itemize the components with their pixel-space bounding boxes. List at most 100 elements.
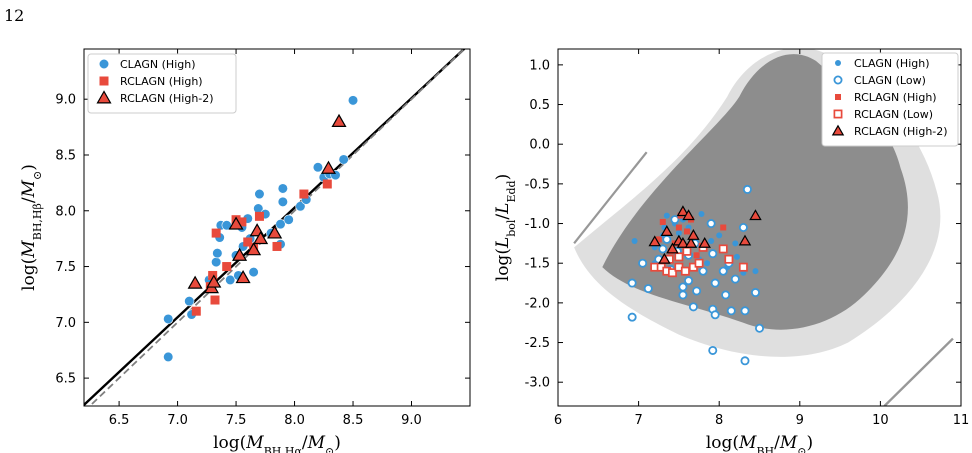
left-point <box>235 269 251 284</box>
right-y-tick-label: 0.5 <box>529 98 550 113</box>
right-point <box>668 268 677 278</box>
left-point <box>191 306 201 316</box>
left-point <box>299 189 309 199</box>
left-point <box>295 201 306 212</box>
left-point <box>246 242 262 256</box>
left-x-axis-label: log(MBH,Hα/M⊙) <box>213 433 341 453</box>
right-point <box>687 229 700 240</box>
right-legend-label: RCLAGN (High-2) <box>854 125 948 138</box>
chart-eddington-ratio: 6 7 8 9 10 11 1.0 0.5 0.0 -0.5 -1.0 -1.5 -2.0 -2.5 -3.… <box>493 48 970 453</box>
right-legend-label: CLAGN (High) <box>854 57 930 70</box>
left-point <box>206 274 222 288</box>
left-point <box>254 211 264 221</box>
right-point <box>710 310 720 320</box>
left-plot-frame <box>83 48 471 407</box>
right-point <box>676 236 690 248</box>
left-point <box>208 270 218 280</box>
left-legend: CLAGN (High) RCLAGN (High) RCLAGN (High-2) <box>87 53 237 114</box>
left-legend-label: CLAGN (High) <box>120 58 196 71</box>
right-point <box>659 218 666 225</box>
right-point <box>655 236 662 243</box>
left-legend-label: RCLAGN (High) <box>120 75 203 88</box>
right-point <box>732 240 739 247</box>
left-point <box>243 237 253 247</box>
left-point <box>237 217 247 227</box>
left-x-tick-label: 7.0 <box>167 413 188 428</box>
right-legend: CLAGN (High) CLAGN (Low) RCLAGN (High) RCLA… <box>821 52 959 147</box>
left-point <box>184 296 195 307</box>
right-legend-marker <box>833 109 843 119</box>
right-point <box>648 235 661 247</box>
right-point <box>754 323 764 333</box>
right-point <box>710 278 720 288</box>
right-point <box>740 356 750 366</box>
left-point <box>211 228 221 238</box>
right-x-tick-label: 7 <box>634 413 642 428</box>
left-legend-label: RCLAGN (High-2) <box>120 92 214 105</box>
right-point <box>694 258 704 268</box>
cloud-edge-upper <box>573 151 648 245</box>
right-x-tick-label: 6 <box>554 413 562 428</box>
left-point <box>248 267 259 278</box>
left-y-tick-label: 7.5 <box>55 260 76 275</box>
right-point <box>708 345 718 355</box>
right-point <box>660 225 674 236</box>
right-legend-label: RCLAGN (High) <box>854 91 937 104</box>
right-point <box>692 286 702 296</box>
cloud-edge-lower <box>883 337 954 406</box>
right-point <box>752 268 759 275</box>
right-plot-frame <box>557 48 962 407</box>
right-point <box>726 306 736 316</box>
right-point <box>698 236 711 248</box>
left-point <box>338 154 349 165</box>
right-y-tick-label: -1.0 <box>525 217 550 232</box>
right-point <box>631 237 638 244</box>
right-point <box>720 224 727 231</box>
left-point <box>187 275 203 289</box>
right-x-tick-label: 9 <box>796 413 804 428</box>
left-x-tick-label: 9.0 <box>401 413 422 428</box>
right-point <box>738 222 748 232</box>
right-point <box>721 290 731 300</box>
right-point <box>718 266 728 276</box>
page-number: 12 <box>4 6 25 25</box>
left-y-axis-label: log(MBH,Hβ/M⊙) <box>19 164 44 291</box>
left-legend-marker <box>98 58 110 70</box>
left-series-rclagn-high-2- <box>187 113 347 294</box>
left-point <box>212 248 223 259</box>
right-point <box>627 278 637 288</box>
right-point <box>676 205 690 217</box>
left-y-tick-label: 6.5 <box>55 372 76 387</box>
left-point <box>228 216 244 230</box>
left-legend-marker <box>96 90 112 104</box>
right-point <box>663 212 670 219</box>
left-series-clagn-high- <box>163 95 359 363</box>
left-point <box>347 95 359 106</box>
right-point <box>666 242 679 254</box>
right-point <box>738 234 752 246</box>
left-point <box>254 188 265 200</box>
left-y-tick-label: 7.0 <box>55 316 76 331</box>
right-y-tick-label: -2.0 <box>525 296 550 311</box>
right-legend-label: RCLAGN (Low) <box>854 108 933 121</box>
left-point <box>253 230 269 245</box>
left-x-tick-label: 8.5 <box>343 413 364 428</box>
right-point <box>738 262 748 272</box>
right-point <box>638 258 648 268</box>
right-y-axis-label: log(Lbol/LEdd) <box>493 174 518 281</box>
left-legend-marker <box>99 76 109 86</box>
right-point <box>706 219 716 229</box>
right-point <box>716 232 723 239</box>
right-point <box>730 274 740 284</box>
right-point <box>670 215 680 225</box>
right-point <box>675 230 682 237</box>
right-point <box>643 284 653 294</box>
left-point <box>322 179 332 189</box>
right-point <box>688 302 698 312</box>
right-x-tick-label: 11 <box>953 413 970 428</box>
right-legend-label: CLAGN (Low) <box>854 74 926 87</box>
left-x-tick-label: 7.5 <box>226 413 247 428</box>
right-point <box>708 237 715 244</box>
left-point <box>267 225 283 239</box>
right-point <box>684 276 694 286</box>
